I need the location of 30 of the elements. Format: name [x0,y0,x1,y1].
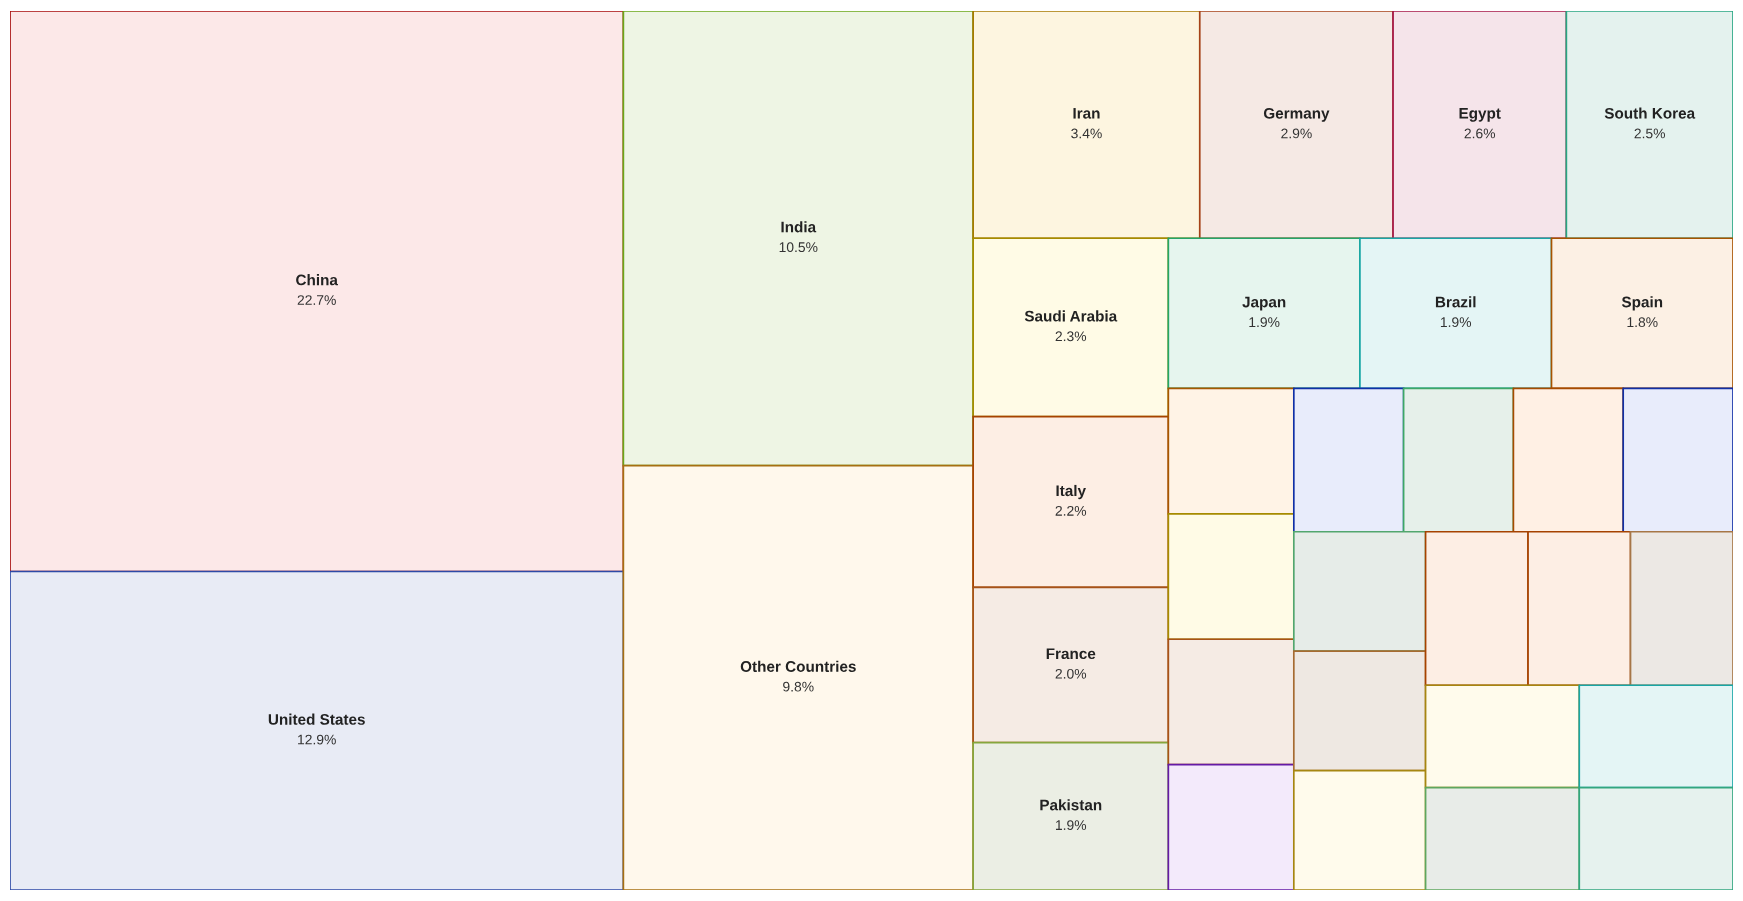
data-label: 2.5% [1634,128,1666,139]
data-label: 2.0% [1055,668,1087,679]
category-label: China [296,274,339,286]
data-label: 2.9% [1281,128,1312,139]
category-label: South Korea [1604,107,1696,119]
data-label: 10.5% [779,242,818,253]
data-label: 1.9% [1249,317,1280,328]
category-label: Other Countries [740,660,856,672]
data-label: 2.6% [1464,128,1496,139]
data-label: 1.9% [1440,317,1472,328]
category-label: Spain [1621,296,1663,311]
category-label: India [781,221,817,233]
data-label: 2.2% [1055,505,1087,516]
data-label: 9.8% [783,681,814,692]
category-label: Iran [1073,108,1100,119]
category-label: Japan [1242,296,1286,311]
category-label: France [1046,648,1096,660]
category-label: United States [268,713,365,725]
data-label: 1.8% [1627,317,1658,328]
data-label: 12.9% [298,734,336,745]
data-label: 3.4% [1071,128,1102,139]
data-label: 22.7% [297,295,336,305]
category-label: Brazil [1435,296,1476,308]
category-label: Germany [1263,107,1330,122]
category-label: Saudi Arabia [1024,310,1118,322]
category-label: Egypt [1459,107,1501,122]
category-label: Pakistan [1040,799,1102,811]
category-label: Italy [1056,484,1086,500]
data-label: 1.9% [1055,820,1087,831]
data-label: 2.3% [1055,331,1087,342]
